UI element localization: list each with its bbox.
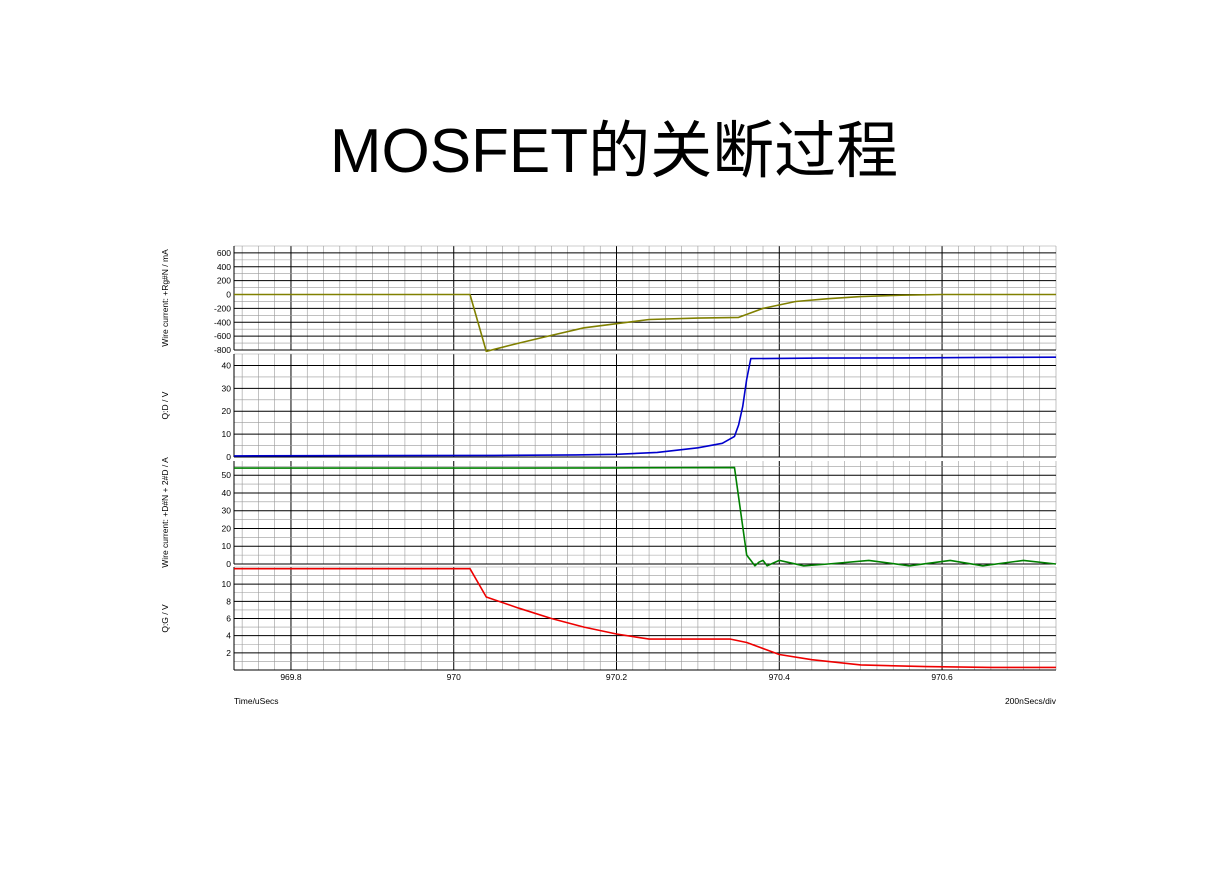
y-tick-label: -400: [214, 317, 231, 327]
x-axis-label: Time/uSecs: [234, 696, 279, 706]
x-tick-label: 970: [447, 672, 461, 682]
y-tick-label: 30: [222, 383, 232, 393]
y-tick-label: 10: [222, 541, 232, 551]
y-tick-label: 10: [222, 429, 232, 439]
y-tick-label: 20: [222, 523, 232, 533]
y-tick-label: 0: [226, 452, 231, 462]
series-line-drain_voltage: [233, 356, 1057, 457]
y-tick-label: 2: [226, 648, 231, 658]
x-tick-label: 969.8: [280, 672, 302, 682]
series-line-wire_current_d: [234, 466, 1057, 567]
y-tick-label: -800: [214, 345, 231, 355]
y-tick-label: 20: [222, 406, 232, 416]
y-tick-label: 40: [222, 360, 232, 370]
y-tick-label: 400: [217, 262, 231, 272]
y-tick-label: -200: [214, 303, 231, 313]
grid-layer: [234, 245, 1057, 671]
series-line-gate_voltage: [234, 567, 1056, 669]
y-tick-label: 40: [222, 488, 232, 498]
y-axis-label: Q:G / V: [160, 604, 170, 633]
series-layer: [233, 293, 1057, 669]
y-axis-label: Wire current: +D#N + 2#D / A: [160, 457, 170, 568]
y-axis-label: Q:D / V: [160, 391, 170, 419]
y-tick-label: 6: [226, 614, 231, 624]
y-tick-label: 600: [217, 248, 231, 258]
slide-title: MOSFET的关断过程: [329, 117, 899, 186]
y-tick-label: 50: [222, 470, 232, 480]
y-tick-label: 4: [226, 631, 231, 641]
axes-layer: [233, 246, 1056, 671]
y-tick-label: 0: [226, 290, 231, 300]
y-tick-label: 0: [226, 559, 231, 569]
y-tick-label: 8: [226, 596, 231, 606]
y-tick-label: -600: [214, 331, 231, 341]
x-tick-label: 970.4: [769, 672, 791, 682]
x-tick-label: 970.2: [606, 672, 628, 682]
x-tick-label: 970.6: [931, 672, 953, 682]
y-tick-label: 10: [222, 579, 232, 589]
y-tick-label: 200: [217, 276, 231, 286]
y-tick-label: 30: [222, 506, 232, 516]
time-scale-label: 200nSecs/div: [1005, 696, 1057, 706]
series-line-wire_current_rg: [234, 293, 1056, 353]
y-axis-label: Wire current: +Rg#N / mA: [160, 249, 170, 347]
